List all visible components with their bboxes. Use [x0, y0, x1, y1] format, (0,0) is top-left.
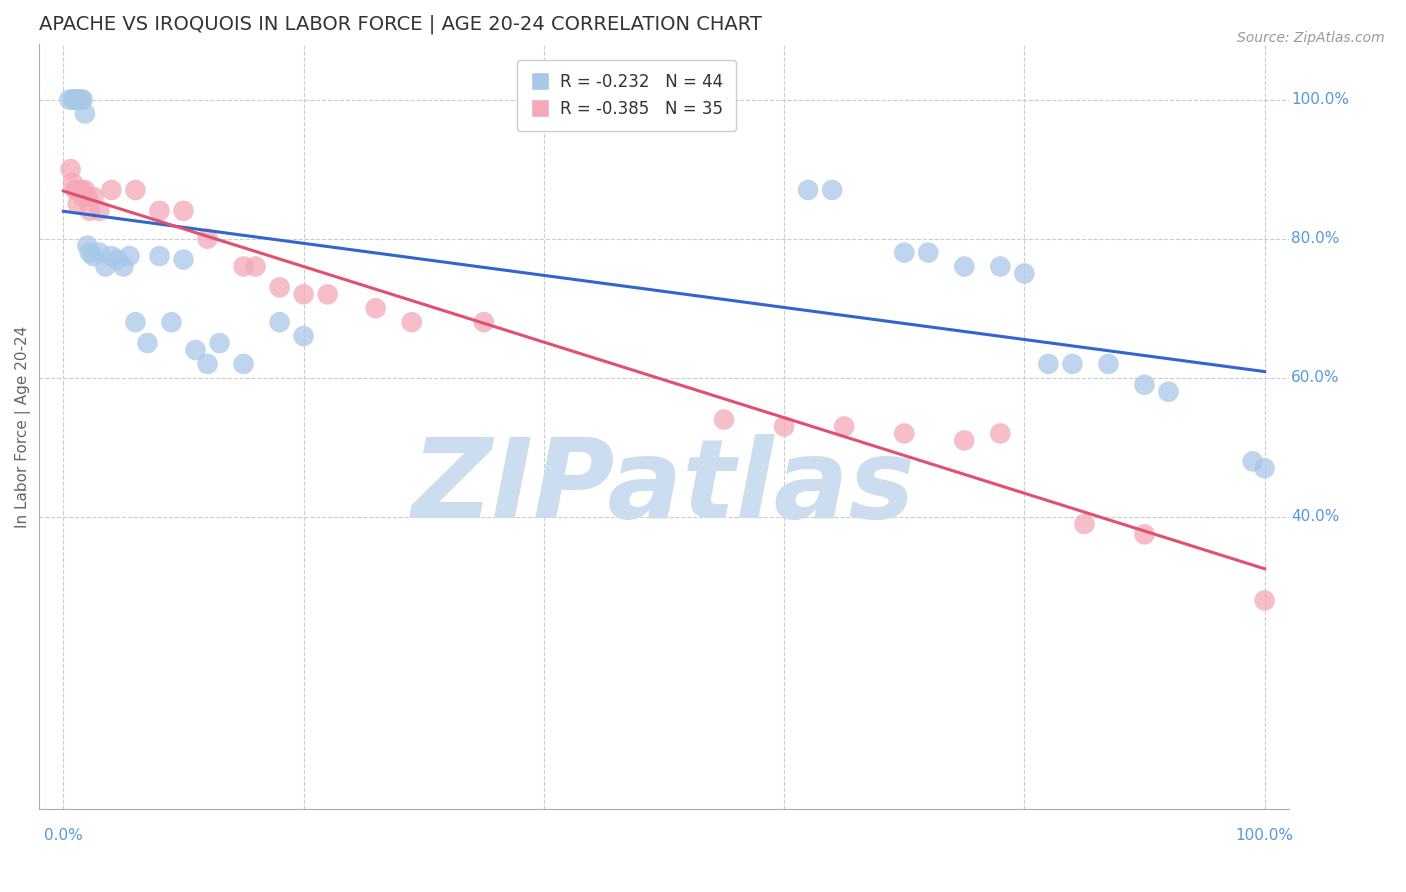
Point [124, 183, 146, 197]
Point [1133, 377, 1156, 392]
Point [66, 93, 89, 107]
Point [245, 260, 267, 274]
Point [1062, 357, 1084, 371]
Y-axis label: In Labor Force | Age 20-24: In Labor Force | Age 20-24 [15, 326, 31, 528]
Point [72, 93, 94, 107]
Point [100, 183, 122, 197]
Point [67, 93, 90, 107]
Text: 100.0%: 100.0% [1291, 92, 1350, 107]
Point [269, 315, 291, 329]
Point [136, 336, 159, 351]
Point [1157, 384, 1180, 399]
Point [1253, 461, 1275, 475]
Point [100, 249, 122, 263]
Point [292, 329, 315, 343]
Point [70, 93, 93, 107]
Point [797, 183, 820, 197]
Point [173, 252, 195, 267]
Point [1014, 267, 1036, 281]
Point [197, 232, 219, 246]
Point [1038, 357, 1060, 371]
Point [292, 287, 315, 301]
Text: ZIPatlas: ZIPatlas [412, 434, 915, 541]
Point [62, 93, 84, 107]
Point [70, 183, 93, 197]
Point [72, 190, 94, 204]
Point [917, 245, 939, 260]
Point [82, 190, 104, 204]
Point [953, 434, 976, 448]
Point [472, 315, 495, 329]
Point [1241, 454, 1264, 468]
Point [1097, 357, 1119, 371]
Point [269, 280, 291, 294]
Point [197, 357, 219, 371]
Point [232, 260, 254, 274]
Point [988, 260, 1011, 274]
Point [76, 238, 98, 252]
Point [713, 412, 735, 426]
Point [73, 106, 96, 120]
Point [821, 183, 844, 197]
Text: Source: ZipAtlas.com: Source: ZipAtlas.com [1237, 31, 1385, 45]
Point [65, 183, 87, 197]
Point [67, 183, 90, 197]
Point [953, 260, 976, 274]
Point [58, 93, 80, 107]
Text: 60.0%: 60.0% [1291, 370, 1340, 385]
Point [316, 287, 339, 301]
Point [59, 162, 82, 177]
Point [118, 249, 141, 263]
Point [79, 245, 101, 260]
Point [94, 260, 117, 274]
Point [82, 249, 104, 263]
Text: APACHE VS IROQUOIS IN LABOR FORCE | AGE 20-24 CORRELATION CHART: APACHE VS IROQUOIS IN LABOR FORCE | AGE … [39, 15, 762, 35]
Point [988, 426, 1011, 441]
Point [1073, 516, 1095, 531]
Point [1133, 527, 1156, 541]
Point [832, 419, 855, 434]
Point [160, 315, 183, 329]
Point [1253, 593, 1275, 607]
Point [89, 203, 111, 218]
Point [893, 426, 915, 441]
Point [148, 249, 170, 263]
Text: 40.0%: 40.0% [1291, 509, 1340, 524]
Point [112, 260, 135, 274]
Point [79, 203, 101, 218]
Point [401, 315, 423, 329]
Point [65, 93, 87, 107]
Point [65, 183, 87, 197]
Point [148, 203, 170, 218]
Point [364, 301, 387, 316]
Point [208, 336, 231, 351]
Point [773, 419, 796, 434]
Point [73, 183, 96, 197]
Legend: R = -0.232   N = 44, R = -0.385   N = 35: R = -0.232 N = 44, R = -0.385 N = 35 [516, 60, 737, 131]
Point [66, 197, 89, 211]
Point [184, 343, 207, 357]
Text: 80.0%: 80.0% [1291, 231, 1340, 246]
Point [107, 252, 129, 267]
Point [232, 357, 254, 371]
Point [63, 93, 86, 107]
Point [65, 93, 87, 107]
Point [893, 245, 915, 260]
Text: 100.0%: 100.0% [1236, 829, 1294, 843]
Point [62, 176, 84, 190]
Text: 0.0%: 0.0% [44, 829, 83, 843]
Point [89, 245, 111, 260]
Point [173, 203, 195, 218]
Point [124, 315, 146, 329]
Point [76, 190, 98, 204]
